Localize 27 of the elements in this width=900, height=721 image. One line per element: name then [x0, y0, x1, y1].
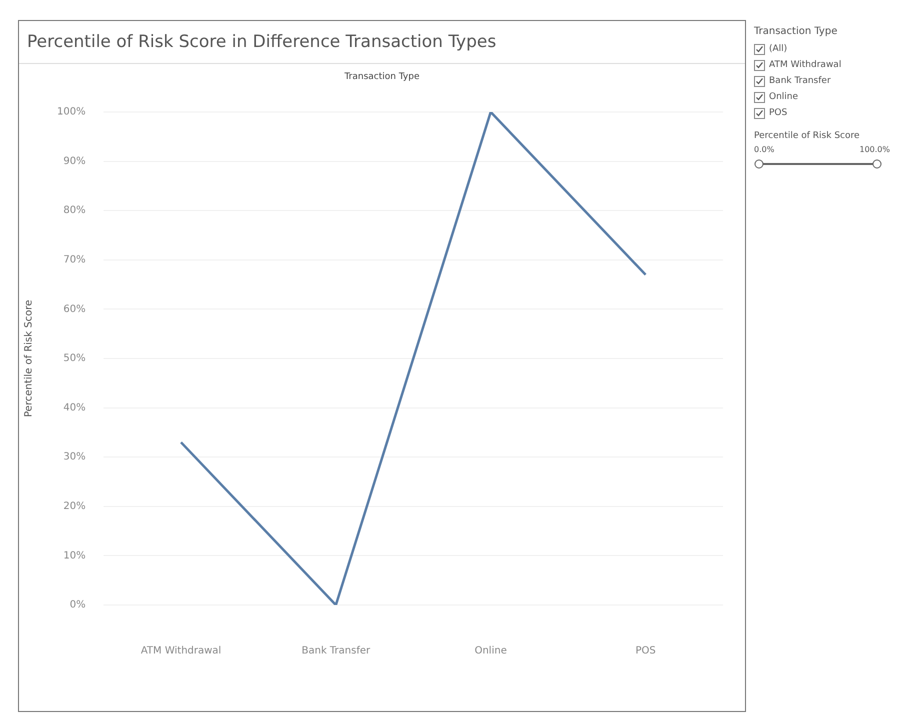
text: Transaction Type — [754, 26, 838, 37]
text: 100.0% — [859, 145, 890, 154]
y-tick-label: 80% — [63, 205, 86, 216]
text: 0.0% — [754, 145, 774, 154]
y-tick-label: 0% — [70, 600, 86, 611]
text: Percentile of Risk Score — [754, 131, 861, 141]
y-tick-label: 10% — [63, 550, 86, 562]
y-axis-title: Percentile of Risk Score — [24, 300, 35, 418]
text: Bank Transfer — [768, 75, 832, 88]
text: POS — [768, 107, 788, 120]
chart-title: Percentile of Risk Score in Difference Transaction Types — [19, 21, 745, 64]
x-tick-label: Online — [474, 646, 507, 657]
y-tick-label: 40% — [63, 402, 86, 414]
text: (All) — [768, 43, 788, 56]
x-tick-label: POS — [635, 646, 656, 657]
y-tick-label: 20% — [63, 500, 86, 512]
x-axis-title: Transaction Type — [343, 72, 421, 82]
y-tick-label: 50% — [63, 353, 86, 364]
text: ATM Withdrawal — [768, 59, 842, 72]
y-tick-label: 90% — [63, 156, 86, 167]
x-tick-label: Bank Transfer — [302, 646, 372, 657]
y-tick-label: 30% — [63, 452, 86, 463]
y-tick-label: 70% — [63, 254, 86, 266]
y-tick-label: 100% — [56, 106, 86, 118]
x-tick-label: ATM Withdrawal — [140, 646, 222, 657]
text: Online — [768, 91, 800, 104]
y-tick-label: 60% — [63, 304, 86, 315]
